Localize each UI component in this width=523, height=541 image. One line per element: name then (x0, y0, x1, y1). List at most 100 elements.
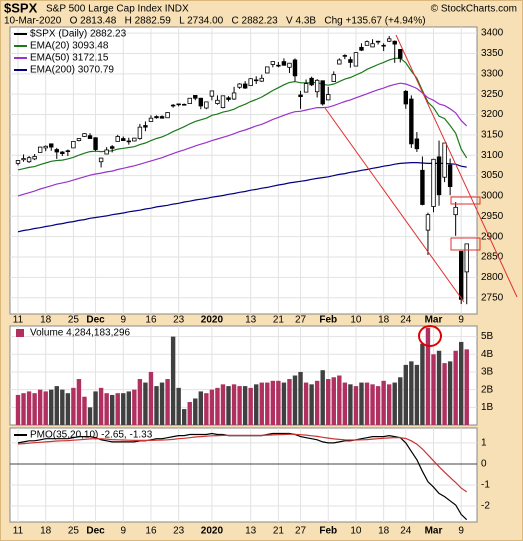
candle-body (71, 140, 76, 149)
candle-body (21, 158, 26, 161)
x-tick-label: Mar (425, 526, 443, 537)
x-tick-label: 18 (378, 315, 390, 326)
x-tick-label: 23 (173, 526, 185, 537)
volume-bar (121, 393, 126, 425)
candle-body (76, 138, 82, 141)
candle-body (298, 94, 303, 98)
candle-body (392, 40, 397, 45)
volume-bar (109, 394, 115, 425)
candle-body (370, 43, 375, 48)
x-tick-label: 2020 (201, 315, 224, 326)
volume-bar (60, 389, 65, 425)
x-tick-label: 18 (378, 526, 390, 537)
candle-body (398, 48, 403, 59)
candle-body (165, 112, 170, 119)
y-tick-label: 2B (481, 384, 494, 395)
volume-bar (431, 354, 436, 425)
candle-body (98, 157, 104, 163)
volume-bar (148, 371, 154, 425)
volume-bar (342, 382, 348, 425)
volume-bar (43, 391, 48, 425)
volume-bar (447, 361, 453, 425)
y-tick-label: 2900 (481, 231, 504, 242)
quote: 10-Mar-2020 O 2813.48 H 2882.59 L 2734.0… (4, 16, 426, 27)
x-tick-label: 24 (400, 315, 412, 326)
candle-body (359, 46, 364, 51)
volume-bar (276, 380, 281, 425)
volume-bar (425, 327, 431, 425)
volume-bar (154, 386, 159, 425)
volume-bar (381, 380, 386, 425)
candle-body (320, 80, 325, 105)
candle-body (314, 79, 320, 93)
candle-body (414, 138, 420, 150)
volume-bar (176, 387, 181, 425)
resistance-box (450, 237, 481, 251)
candle-body (425, 214, 431, 231)
volume-bar (204, 393, 209, 425)
y-tick-label: 3200 (481, 109, 504, 120)
volume-bar (231, 384, 237, 425)
x-tick-label: 27 (295, 526, 307, 537)
candle-body (137, 126, 143, 139)
y-tick-label: 3150 (481, 130, 504, 141)
candle-body (54, 149, 59, 153)
annotations (324, 34, 518, 347)
candle-body (132, 137, 137, 142)
y-tick-label: 2800 (481, 272, 504, 283)
candle-body (342, 55, 348, 57)
candle-body (254, 79, 259, 82)
candle-body (176, 103, 181, 106)
volume-bar (314, 380, 320, 425)
volume-bar (26, 391, 32, 425)
volume-bar (442, 363, 447, 425)
candle-body (276, 64, 281, 67)
volume-bar (126, 391, 131, 425)
y-tick-label: -2 (481, 501, 490, 512)
x-tick-label: 23 (173, 315, 185, 326)
candle-body (49, 143, 54, 148)
candle-body (93, 137, 98, 150)
volume-bar (292, 375, 298, 425)
volume-bar (364, 382, 370, 425)
volume-bar (420, 343, 425, 425)
candle-body (270, 61, 276, 65)
candle-body (15, 160, 21, 164)
volume-bar (209, 389, 215, 425)
x-tick-label: 13 (245, 526, 257, 537)
candle-body (265, 66, 270, 74)
candle-body (104, 149, 109, 155)
volume-bar (298, 371, 303, 425)
pmo-panel (9, 427, 478, 523)
candle-body (309, 77, 314, 86)
volume-bar (331, 377, 336, 425)
volume-bar (309, 384, 314, 425)
volume-bar (326, 379, 331, 425)
volume-bar (392, 382, 397, 425)
x-tick-label: Dec (86, 315, 105, 326)
candle-body (237, 83, 242, 88)
y-tick-label: 3100 (481, 150, 504, 161)
candle-body (409, 98, 414, 145)
x-tick-label: 21 (273, 526, 285, 537)
volume-highlight (418, 325, 442, 347)
trendline (324, 107, 465, 303)
volume-bar (359, 382, 364, 425)
y-tick-label: 1 (481, 438, 487, 449)
candle-body (287, 62, 292, 68)
x-tick-label: 13 (245, 315, 257, 326)
y-tick-label: 3300 (481, 68, 504, 79)
volume-bar (215, 387, 220, 425)
volume-bar (87, 407, 93, 425)
volume-bar (254, 384, 259, 425)
candle-body (303, 83, 309, 93)
legend-label: EMA(50) 3172.15 (30, 53, 109, 64)
volume-bar (137, 379, 143, 425)
candle-body (32, 156, 37, 160)
x-tick-label: 11 (13, 315, 24, 326)
volume-bar (303, 382, 309, 425)
x-tick-label: 10 (350, 315, 362, 326)
candle-body (109, 146, 115, 149)
volume-bar (348, 384, 353, 425)
